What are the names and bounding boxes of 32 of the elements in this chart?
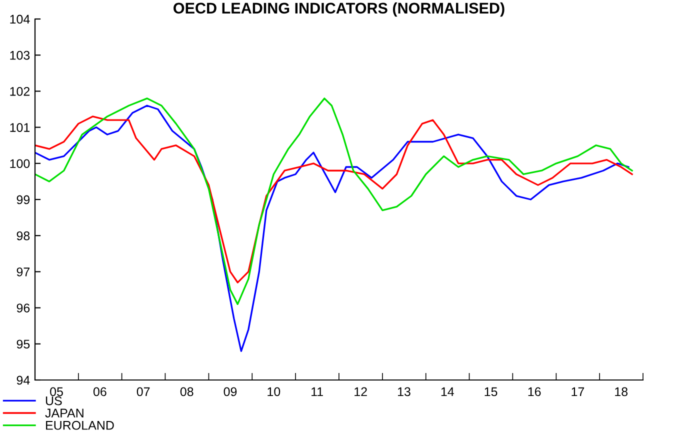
x-tick-label: 09 [224, 387, 237, 396]
y-tick-label: 96 [16, 304, 30, 312]
x-tick-label: 17 [572, 387, 584, 396]
y-tick-label: 104 [10, 14, 30, 24]
y-tick-label: 103 [10, 50, 30, 60]
y-tick-label: 99 [16, 195, 30, 204]
chart-title: OECD LEADING INDICATORS (NORMALISED) [174, 2, 504, 17]
x-tick-label: 10 [268, 387, 280, 396]
y-tick-label: 98 [16, 231, 30, 240]
x-tick-label: 11 [312, 387, 323, 396]
y-tick-label: 101 [10, 123, 30, 132]
x-tick-label: 13 [398, 387, 410, 396]
line-series [35, 104, 630, 352]
x-tick-label: 07 [136, 387, 150, 396]
x-tick-label: 15 [484, 387, 498, 396]
y-tick-label: 97 [16, 268, 30, 276]
line-series [35, 116, 633, 284]
x-tick-label: 14 [441, 387, 454, 396]
x-tick-label: 12 [354, 387, 367, 396]
legend-label: US [46, 396, 62, 406]
x-tick-label: 16 [528, 387, 541, 396]
x-tick-label: 05 [50, 387, 63, 396]
legend-label: JAPAN [45, 408, 84, 418]
y-tick-label: 102 [10, 87, 30, 96]
x-tick-label: 18 [615, 387, 628, 396]
y-tick-label: 94 [16, 376, 30, 385]
line-series [35, 98, 633, 306]
y-tick-label: 100 [10, 159, 30, 168]
x-tick-label: 06 [93, 387, 106, 396]
legend-label: EUROLAND [46, 420, 114, 430]
y-tick-label: 95 [16, 340, 30, 349]
x-tick-label: 08 [180, 387, 194, 396]
